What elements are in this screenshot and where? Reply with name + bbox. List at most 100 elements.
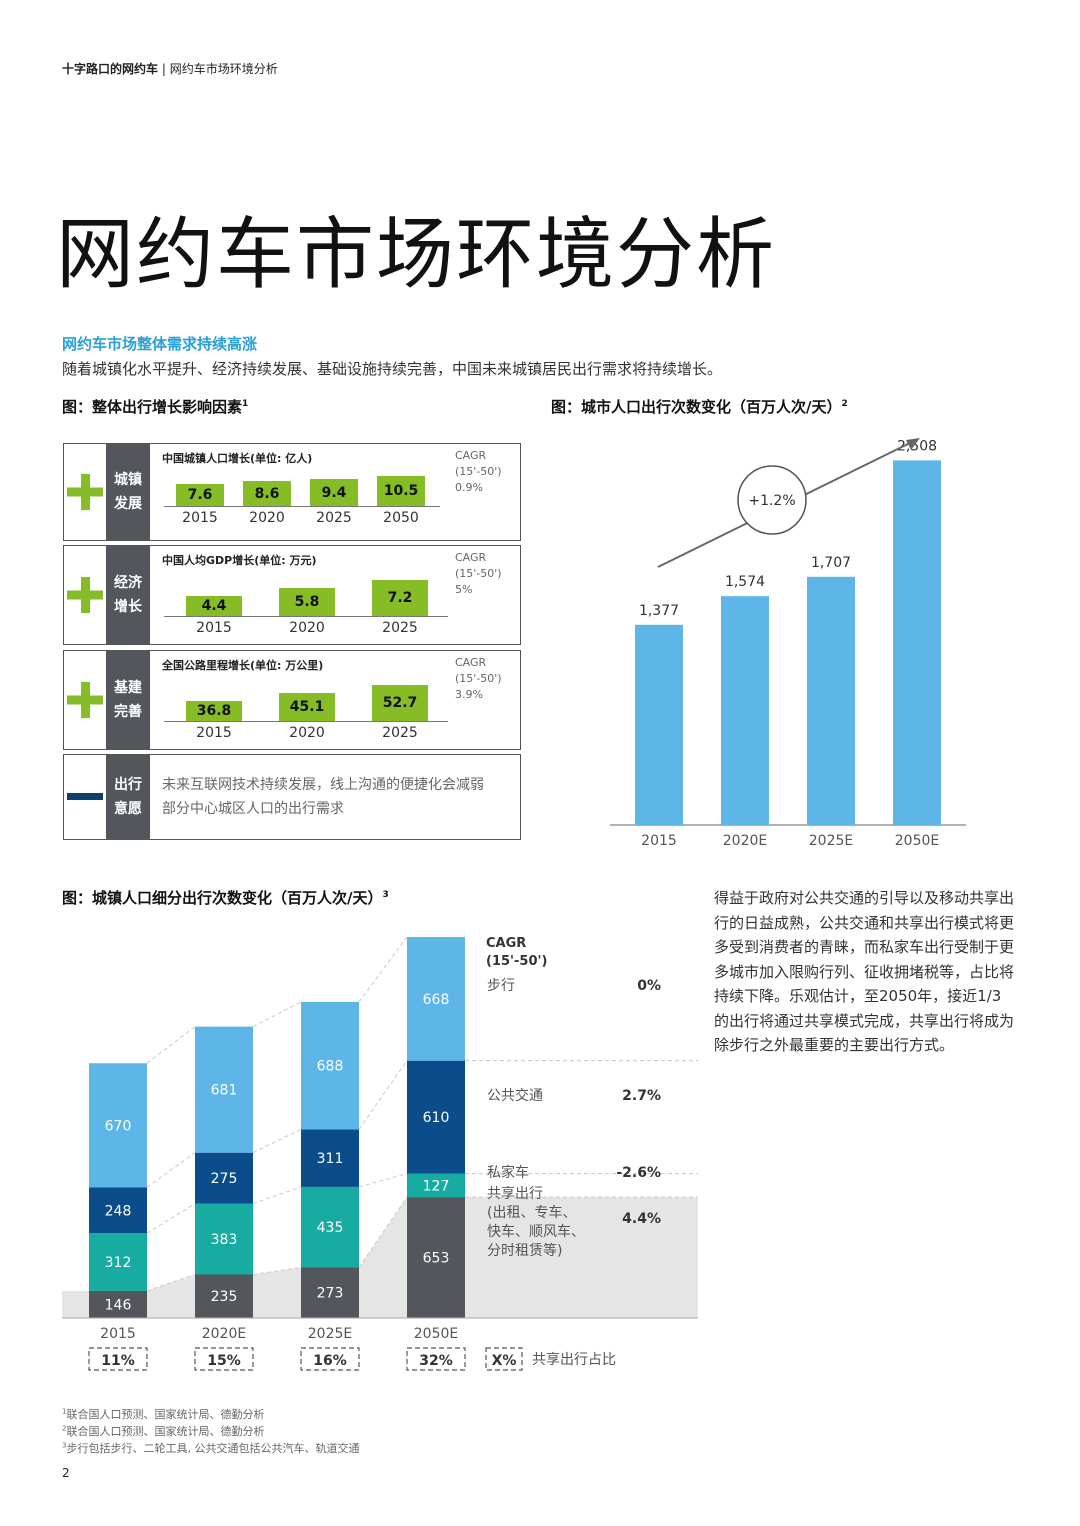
share-value-label: 11% (101, 1353, 135, 1369)
factor-description-line: 部分中心城区人口的出行需求 (162, 801, 344, 817)
share-legend-box (485, 1347, 523, 1371)
factor-bar: 10.5 (377, 476, 425, 506)
share-value-label: 15% (207, 1353, 241, 1369)
series-label: 共享出行 (487, 1185, 543, 1202)
bar-value-label: 2,508 (897, 438, 937, 454)
segment-value-label: 248 (105, 1203, 132, 1219)
segment-value-label: 311 (317, 1151, 344, 1167)
breadcrumb-separator: | (161, 62, 166, 76)
bar-segment (301, 1267, 359, 1318)
factor-bar: 4.4 (186, 596, 242, 616)
footnote-marker: 1 (62, 1407, 67, 1416)
factor-bar: 7.2 (372, 580, 428, 616)
bar (893, 460, 941, 825)
segment-value-label: 127 (423, 1178, 450, 1194)
factor-bar: 45.1 (279, 692, 335, 721)
factor-tag-line: 城镇 (114, 472, 142, 488)
segment-value-label: 273 (317, 1286, 344, 1302)
bar-segment (195, 1274, 253, 1318)
factor-tag-line: 经济 (114, 575, 142, 591)
factor-box: 城镇 发展 中国城镇人口增长(单位: 亿人) CAGR (15'-50') 0.9% 7… (63, 443, 521, 541)
plus-icon (64, 651, 106, 749)
footnote-marker: 3 (62, 1441, 67, 1450)
factor-box: 基建 完善 全国公路里程增长(单位: 万公里) CAGR (15'-50') 3.9%… (63, 650, 521, 750)
factor-baseline (164, 616, 448, 617)
figure2-title: 图：城市人口出行次数变化（百万人次/天）2 (551, 396, 848, 417)
segment-value-label: 668 (423, 992, 450, 1008)
factor-bar: 52.7 (372, 685, 428, 721)
factor-year-label: 2015 (196, 620, 232, 636)
factor-year-label: 2020 (289, 620, 325, 636)
growth-circle (737, 465, 807, 535)
factor-cagr: CAGR (15'-50') 5% (455, 551, 502, 596)
segment-value-label: 435 (317, 1220, 344, 1236)
factor-year-label: 2025 (316, 510, 352, 526)
breadcrumb: 十字路口的网约车 | 网约车市场环境分析 (62, 60, 278, 77)
section-title: 网约车市场整体需求持续高涨 (62, 335, 258, 353)
share-legend-label: 共享出行占比 (532, 1351, 616, 1368)
x-tick-label: 2020E (723, 833, 767, 849)
factor-bar: 8.6 (243, 481, 291, 506)
factor-tag: 出行 意愿 (106, 755, 150, 839)
cagr-header-period: (15'-50') (486, 954, 547, 969)
bar-segment (195, 1203, 253, 1275)
share-box (300, 1347, 360, 1371)
series-cagr: -2.6% (616, 1165, 661, 1181)
segment-value-label: 610 (423, 1110, 450, 1126)
series-label: 分时租赁等) (487, 1242, 562, 1259)
series-cagr: 0% (637, 978, 661, 994)
x-tick-label: 2015 (641, 833, 677, 849)
page-number: 2 (62, 1466, 70, 1480)
share-box (406, 1347, 466, 1371)
share-value-label: 16% (313, 1353, 347, 1369)
breadcrumb-report: 十字路口的网约车 (62, 62, 159, 76)
bar-segment (89, 1187, 147, 1234)
connector-line (252, 1186, 302, 1205)
connector-line (358, 1173, 408, 1188)
connector-line (146, 1152, 196, 1188)
factor-tag: 基建 完善 (106, 651, 150, 749)
factor-box: 经济 增长 中国人均GDP增长(单位: 万元) CAGR (15'-50') 5% 4.… (63, 545, 521, 645)
share-legend-marker: X% (492, 1353, 517, 1369)
factor-tag-line: 出行 (114, 777, 142, 793)
figure1-title-text: 图：整体出行增长影响因素 (62, 398, 243, 416)
factor-bar: 36.8 (186, 701, 242, 721)
cagr-header: CAGR (486, 936, 526, 951)
factor-cagr: CAGR (15'-50') 0.9% (455, 449, 502, 494)
bar-segment (89, 1233, 147, 1291)
segment-value-label: 235 (211, 1289, 238, 1305)
bar-segment (407, 1060, 465, 1174)
x-tick-label: 2025E (809, 833, 853, 849)
factor-description-line: 未来互联网技术持续发展，线上沟通的便捷化会减弱 (162, 777, 484, 793)
factor-subtitle: 中国人均GDP增长(单位: 万元) (162, 554, 317, 567)
factor-tag: 城镇 发展 (106, 444, 150, 540)
figure3-footnote-ref: 3 (382, 890, 389, 900)
series-label: (出租、专车、 (487, 1204, 576, 1221)
segment-value-label: 146 (105, 1297, 132, 1313)
breadcrumb-section: 网约车市场环境分析 (169, 62, 278, 76)
connector-line (252, 1128, 302, 1154)
figure3-title: 图：城镇人口细分出行次数变化（百万人次/天）3 (62, 887, 389, 908)
share-value-label: 32% (419, 1353, 453, 1369)
figure1-title: 图：整体出行增长影响因素1 (62, 396, 248, 417)
series-label: 快车、顺风车、 (487, 1223, 585, 1240)
figure2-footnote-ref: 2 (841, 399, 848, 409)
factor-baseline (164, 721, 448, 722)
x-tick-label: 2015 (100, 1326, 136, 1342)
bar (635, 624, 683, 825)
series-cagr: 4.4% (622, 1211, 661, 1227)
footnote-2: 2联合国人口预测、国家统计局、德勤分析 (62, 1423, 264, 1439)
segment-value-label: 312 (105, 1255, 132, 1271)
bar-segment (195, 1026, 253, 1153)
factor-year-label: 2015 (196, 725, 232, 741)
footnote-text: 联合国人口预测、国家统计局、德勤分析 (66, 1425, 265, 1438)
x-tick-label: 2050E (895, 833, 939, 849)
connector-line (146, 1203, 196, 1234)
x-tick-label: 2025E (308, 1326, 352, 1342)
bar-segment (407, 1173, 465, 1198)
connector-line (358, 936, 408, 1003)
segment-value-label: 688 (317, 1059, 344, 1075)
factor-cagr: CAGR (15'-50') 3.9% (455, 656, 502, 701)
share-box (194, 1347, 254, 1371)
connector-line (146, 1274, 196, 1292)
